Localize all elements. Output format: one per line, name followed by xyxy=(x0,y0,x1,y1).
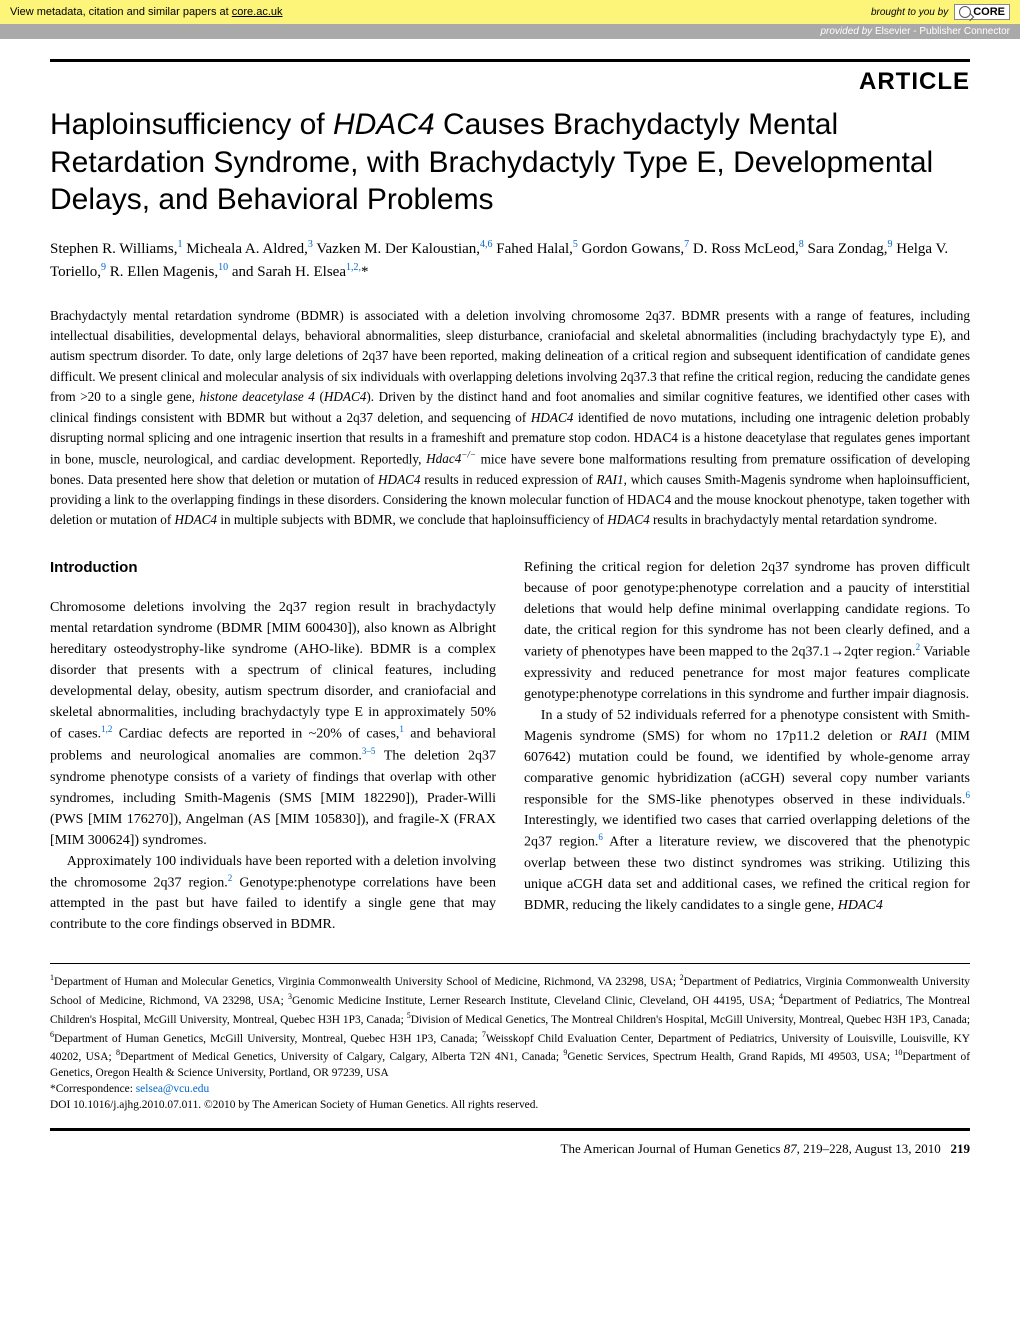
core-logo-text: CORE xyxy=(973,6,1005,18)
footer-date: August 13, 2010 xyxy=(854,1141,940,1156)
column-right: Refining the critical region for deletio… xyxy=(524,557,970,935)
correspondence-label: *Correspondence: xyxy=(50,1083,136,1095)
author-list: Stephen R. Williams,1 Micheala A. Aldred… xyxy=(50,237,970,284)
top-rule xyxy=(50,59,970,62)
provided-bar: provided by Elsevier - Publisher Connect… xyxy=(0,24,1020,39)
title-seg-1: Haploinsufficiency of xyxy=(50,108,333,141)
correspondence-line: *Correspondence: selsea@vcu.edu xyxy=(50,1082,970,1098)
provided-prefix: provided by xyxy=(820,26,874,37)
footer-page-number: 219 xyxy=(951,1141,971,1156)
footer-citation: The American Journal of Human Genetics 8… xyxy=(50,1141,970,1157)
brought-label: brought to you by xyxy=(871,7,948,18)
affiliations-block: 1Department of Human and Molecular Genet… xyxy=(50,963,970,1114)
col1-para-2: Approximately 100 individuals have been … xyxy=(50,851,496,936)
abstract: Brachydactyly mental retardation syndrom… xyxy=(50,306,970,531)
intro-heading: Introduction xyxy=(50,557,496,580)
footer-pages: 219–228 xyxy=(803,1141,849,1156)
core-logo[interactable]: CORE xyxy=(954,4,1010,20)
col2-para-1: Refining the critical region for deletio… xyxy=(524,557,970,705)
page-content: ARTICLE Haploinsufficiency of HDAC4 Caus… xyxy=(0,39,1020,1187)
doi-line: DOI 10.1016/j.ajhg.2010.07.011. ©2010 by… xyxy=(50,1098,970,1114)
core-link[interactable]: core.ac.uk xyxy=(232,6,283,18)
body-columns: Introduction Chromosome deletions involv… xyxy=(50,557,970,935)
affiliations-text: 1Department of Human and Molecular Genet… xyxy=(50,972,970,1082)
banner-right: brought to you by CORE xyxy=(871,4,1010,20)
core-banner: View metadata, citation and similar pape… xyxy=(0,0,1020,24)
footer-volume: 87 xyxy=(784,1141,797,1156)
correspondence-email[interactable]: selsea@vcu.edu xyxy=(136,1083,209,1095)
title-gene: HDAC4 xyxy=(333,108,435,141)
provided-publisher: Elsevier - Publisher Connector xyxy=(875,26,1010,37)
article-title: Haploinsufficiency of HDAC4 Causes Brach… xyxy=(50,106,970,219)
core-logo-icon xyxy=(959,6,971,18)
col1-para-1: Chromosome deletions involving the 2q37 … xyxy=(50,597,496,850)
bottom-rule xyxy=(50,1128,970,1131)
col2-para-2: In a study of 52 individuals referred fo… xyxy=(524,705,970,916)
banner-left[interactable]: View metadata, citation and similar pape… xyxy=(10,6,283,18)
column-left: Introduction Chromosome deletions involv… xyxy=(50,557,496,935)
article-type-label: ARTICLE xyxy=(50,68,970,96)
banner-left-prefix: View metadata, citation and similar pape… xyxy=(10,6,232,18)
footer-journal: The American Journal of Human Genetics xyxy=(561,1141,781,1156)
